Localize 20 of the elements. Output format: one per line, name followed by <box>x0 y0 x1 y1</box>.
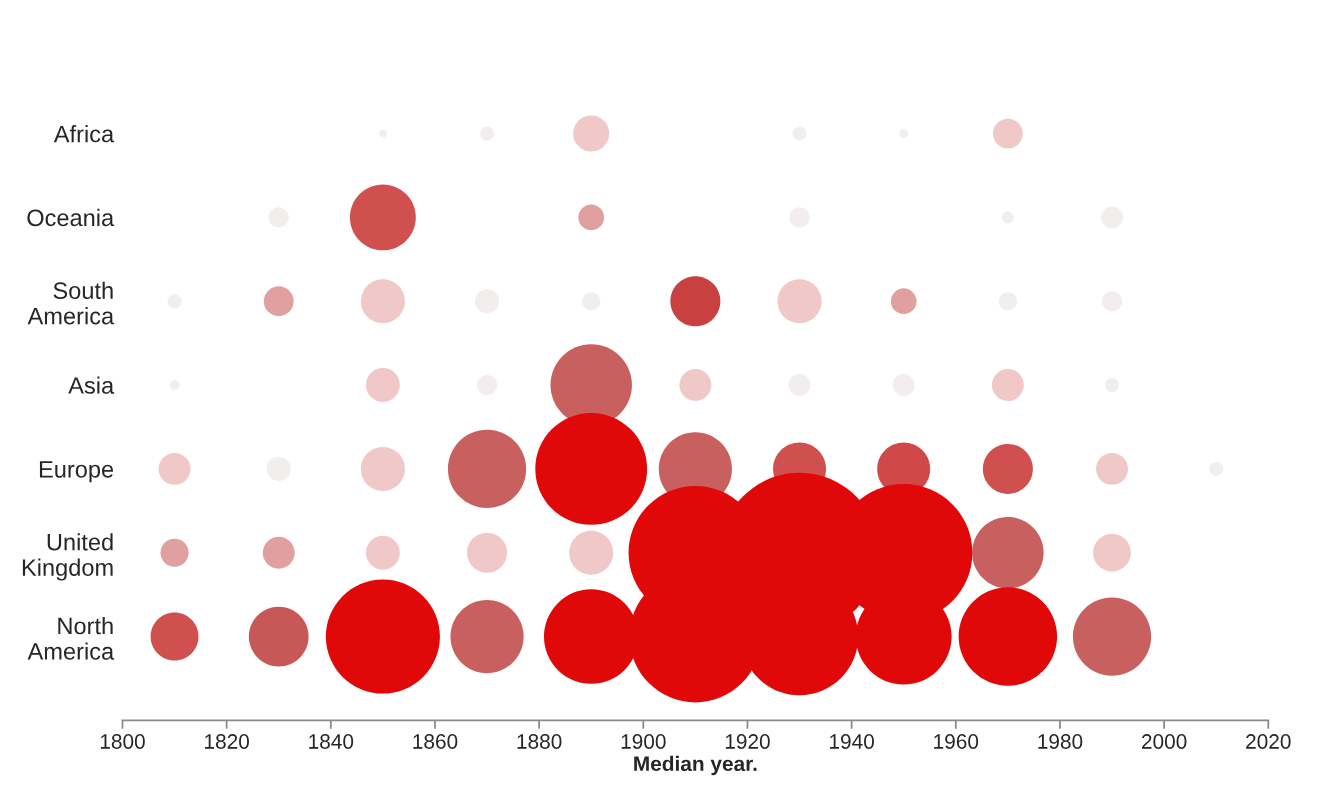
x-tick-label: 1900 <box>621 734 666 749</box>
x-axis-title: Median year. <box>634 755 757 776</box>
y-tick-label: South America <box>27 281 115 325</box>
x-tick-label: 1820 <box>205 734 249 749</box>
x-tick-label: 1920 <box>725 734 770 749</box>
y-tick-label: North America <box>27 616 115 660</box>
x-tick-label: 1860 <box>413 734 458 749</box>
x-tick-label: 1800 <box>100 734 145 749</box>
y-tick-label: Oceania <box>27 208 115 227</box>
y-tick-label: Asia <box>68 376 115 394</box>
y-tick-label: United Kingdom <box>22 533 113 581</box>
y-tick-label: Europe <box>39 461 114 483</box>
x-tick-label: 1880 <box>517 734 562 749</box>
x-tick-label: 1940 <box>830 734 874 749</box>
x-tick-label: 2020 <box>1246 734 1291 749</box>
x-tick-label: 1840 <box>309 734 354 749</box>
y-tick-label: Africa <box>53 125 115 143</box>
x-tick-label: 1980 <box>1038 734 1083 749</box>
x-tick-label: 1960 <box>934 734 979 749</box>
x-tick-label: 2000 <box>1141 734 1187 749</box>
